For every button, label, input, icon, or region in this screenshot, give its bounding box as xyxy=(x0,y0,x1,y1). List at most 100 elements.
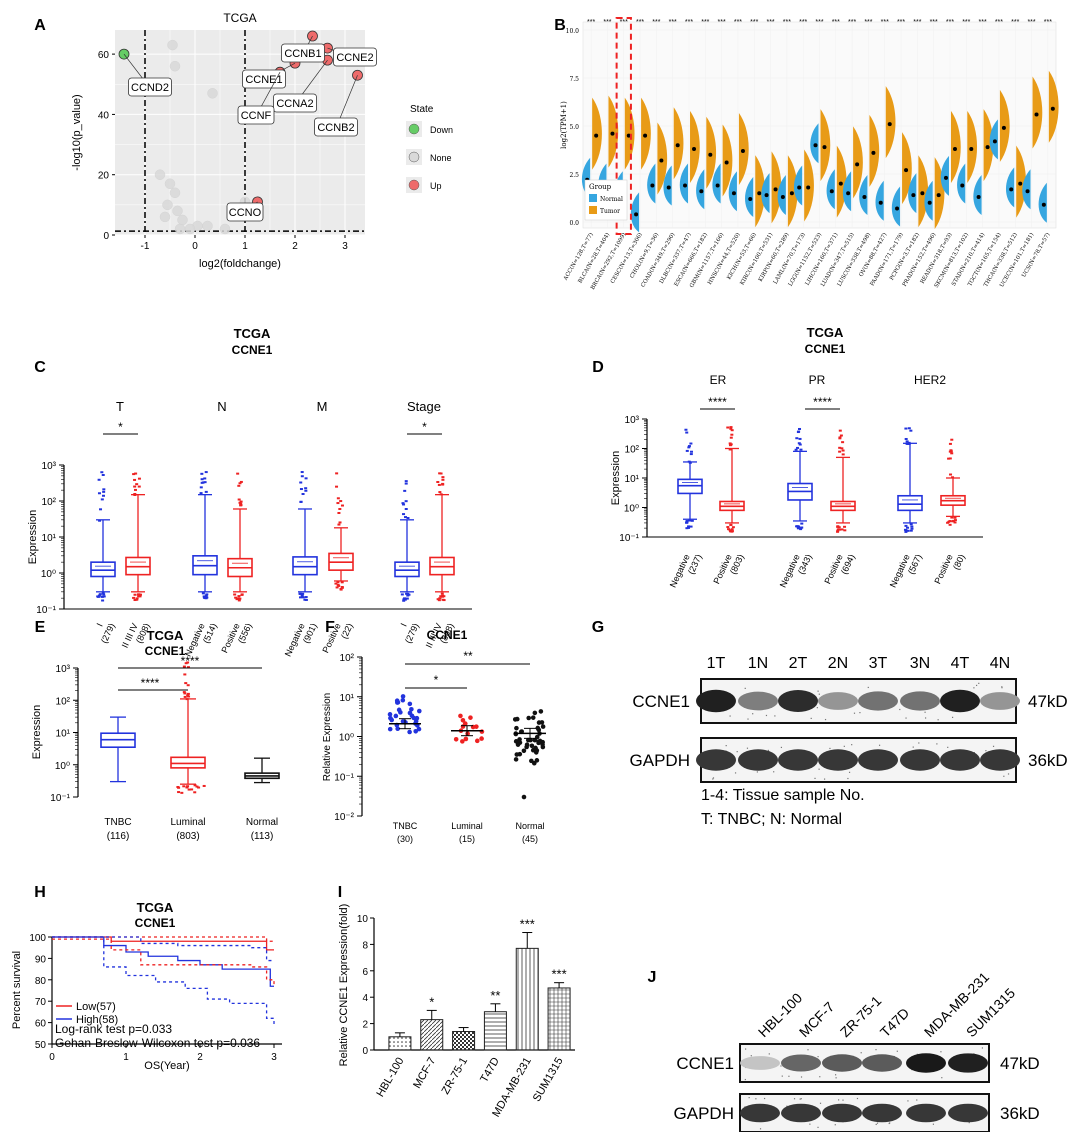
median-point-normal xyxy=(895,206,900,211)
median-point-tumor xyxy=(610,131,615,136)
label-box-A xyxy=(128,77,172,97)
chart-title-H: TCGA xyxy=(137,900,174,915)
outlier-C xyxy=(98,593,102,596)
blot-lane-label-G: 4T xyxy=(951,655,970,672)
violin-normal xyxy=(940,155,949,196)
data-point-F xyxy=(387,712,393,717)
blot-noise xyxy=(992,745,995,747)
gene-label-CCNE2: CCNE2 xyxy=(336,52,373,64)
outlier-C xyxy=(237,484,241,487)
legend-label-H: High(58) xyxy=(76,1014,118,1026)
median-point-tumor xyxy=(838,181,843,186)
significance-C: * xyxy=(422,420,427,434)
blot-noise xyxy=(818,693,820,695)
outlier-D xyxy=(904,427,908,430)
blot-band xyxy=(906,1053,946,1073)
y-tick-label-I: 10 xyxy=(357,914,369,925)
outlier-C xyxy=(238,501,242,504)
outlier-C xyxy=(436,480,440,483)
outlier-D xyxy=(838,429,842,432)
violin-normal xyxy=(875,180,884,221)
significance-B: *** xyxy=(620,19,628,26)
significance-B: *** xyxy=(669,19,677,26)
gene-label-CCNO: CCNO xyxy=(229,207,262,219)
blot-row-label: CCNE1 xyxy=(632,692,690,711)
blot-noise xyxy=(819,1102,822,1104)
violin-normal xyxy=(810,123,819,164)
point-none xyxy=(162,199,173,211)
data-point-F xyxy=(526,715,532,721)
median-point-tumor xyxy=(985,145,990,150)
y-tick-label-I: 2 xyxy=(362,1020,368,1031)
outlier-C xyxy=(239,500,243,503)
violin-tumor xyxy=(1016,145,1026,218)
outlier-C xyxy=(438,472,442,475)
median-point-tumor xyxy=(969,147,974,152)
data-point-F xyxy=(468,715,473,720)
y-tick-label-E: 10³ xyxy=(56,664,71,675)
outlier-C xyxy=(204,594,208,597)
x-tick-label-B: DLBC(N=337,T=47) xyxy=(658,232,693,285)
outlier-C xyxy=(339,500,343,503)
outlier-C xyxy=(438,491,442,494)
blot-lane-label-J: HBL-100 xyxy=(755,990,806,1041)
data-point-F xyxy=(417,708,422,714)
x-tick-label-H: 1 xyxy=(123,1052,129,1063)
median-point-normal xyxy=(1041,202,1046,207)
outlier-C xyxy=(239,480,243,483)
median-point-tumor xyxy=(643,133,648,138)
significance-B: *** xyxy=(848,19,856,26)
legend-dot-A xyxy=(408,179,420,191)
outlier-C xyxy=(402,503,406,506)
ci-upper-high xyxy=(52,936,274,962)
outlier-E xyxy=(185,698,189,701)
blot-noise xyxy=(780,1065,782,1067)
blot-band xyxy=(980,692,1020,710)
point-none xyxy=(164,178,176,189)
outlier-C xyxy=(304,598,308,601)
violin-tumor xyxy=(592,97,602,170)
y-tick-label-D: 10³ xyxy=(625,415,640,426)
data-point-F xyxy=(474,738,480,744)
legend-label-A: Up xyxy=(430,181,442,191)
significance-B: *** xyxy=(766,19,774,26)
blot-noise xyxy=(847,777,849,780)
blot-noise xyxy=(907,1100,909,1102)
outlier-D xyxy=(684,428,688,431)
outlier-D xyxy=(728,529,732,532)
outlier-D xyxy=(795,525,799,528)
box-C xyxy=(90,561,116,578)
data-point-F xyxy=(458,713,463,719)
blot-noise xyxy=(899,708,901,711)
blot-band xyxy=(900,691,940,711)
significance-B: *** xyxy=(1011,19,1019,26)
outlier-E xyxy=(182,691,186,694)
blot-noise xyxy=(725,745,727,747)
y-tick-label-A: 0 xyxy=(103,231,109,242)
x-tick-label-F: Luminal xyxy=(451,821,483,831)
blot-noise xyxy=(746,747,749,749)
y-tick-label-A: 60 xyxy=(98,50,110,61)
group-label-C: M xyxy=(317,399,328,414)
blot-noise xyxy=(856,1097,859,1100)
outlier-E xyxy=(197,786,201,789)
violin-tumor xyxy=(755,155,766,228)
violin-tumor xyxy=(771,151,782,224)
y-tick-label-H: 50 xyxy=(35,1040,47,1051)
blot-lane-label-J: ZR-75-1 xyxy=(837,992,885,1040)
data-point-F xyxy=(400,697,406,703)
panel-letter-B: B xyxy=(554,17,566,34)
y-tick-label-C: 10⁰ xyxy=(41,569,56,580)
violin-tumor xyxy=(624,97,635,170)
outlier-C xyxy=(233,593,237,596)
y-tick-label-E: 10⁻¹ xyxy=(50,793,70,804)
violin-normal xyxy=(712,163,721,204)
outlier-E xyxy=(186,666,190,669)
outlier-D xyxy=(685,520,689,523)
panel-letter-I: I xyxy=(338,884,342,901)
data-point-F xyxy=(409,706,414,712)
outlier-D xyxy=(797,430,801,433)
blot-row-label: CCNE1 xyxy=(676,1054,734,1073)
blot-noise xyxy=(763,1097,766,1100)
violin-tumor xyxy=(738,112,749,185)
